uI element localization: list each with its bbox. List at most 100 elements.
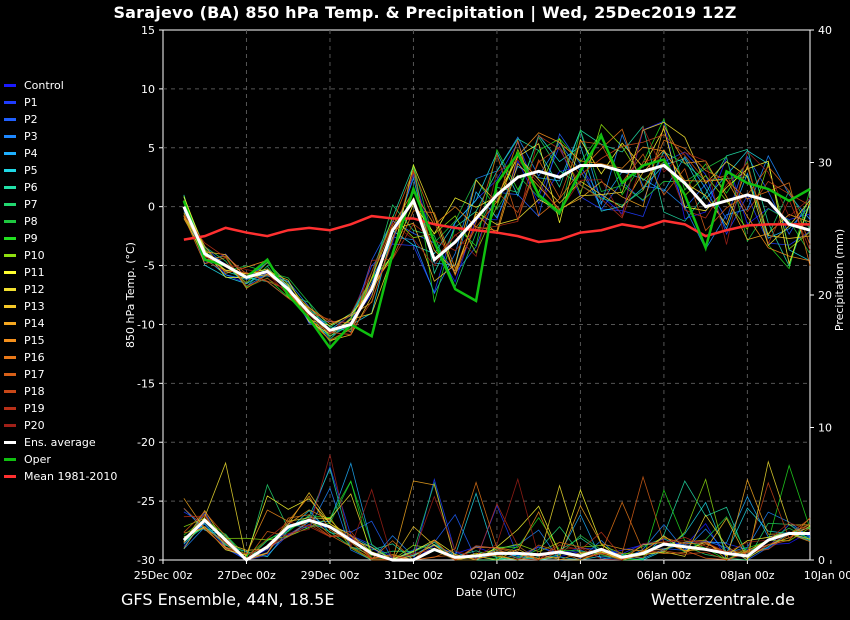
legend-label: P10 [24, 249, 45, 262]
legend-label: P12 [24, 283, 45, 296]
legend-label: Mean 1981-2010 [24, 470, 118, 483]
legend-item: P13 [4, 298, 117, 315]
legend-swatch [4, 305, 16, 308]
y-tick-label: -15 [137, 377, 155, 390]
legend-swatch [4, 441, 16, 444]
grid-lines [163, 30, 810, 560]
legend-item: P2 [4, 111, 117, 128]
member-temp-line [183, 128, 811, 340]
x-tick-label: 27Dec 00z [217, 569, 276, 582]
y-tick-label: -5 [144, 260, 155, 273]
y2-tick-label: 20 [818, 289, 832, 302]
legend-swatch [4, 135, 16, 138]
x-tick-label: 06Jan 00z [637, 569, 691, 582]
y-tick-label: -20 [137, 436, 155, 449]
legend-label: Oper [24, 453, 51, 466]
y2-axis-label: Precipitation (mm) [833, 229, 846, 331]
legend-swatch [4, 322, 16, 325]
y-axis-ticks: 15 10 5 0 -5 -10 -15 -20 -25 -30 [137, 24, 163, 567]
legend-swatch [4, 101, 16, 104]
model-info: GFS Ensemble, 44N, 18.5E [121, 590, 335, 609]
legend-label: P8 [24, 215, 38, 228]
legend-swatch [4, 271, 16, 274]
legend-swatch [4, 407, 16, 410]
legend-label: P4 [24, 147, 38, 160]
legend-swatch [4, 373, 16, 376]
legend-item: Ens. average [4, 434, 117, 451]
source-credit: Wetterzentrale.de [650, 590, 795, 609]
legend-label: P11 [24, 266, 45, 279]
legend-item: P5 [4, 162, 117, 179]
legend-label: P2 [24, 113, 38, 126]
y-tick-label: -30 [137, 554, 155, 567]
member-temp-line [183, 121, 811, 335]
series-lines [182, 133, 811, 562]
legend-label: P9 [24, 232, 38, 245]
legend-item: P12 [4, 281, 117, 298]
y-tick-label: 0 [148, 201, 155, 214]
plot-frame [162, 29, 811, 561]
legend-item: P11 [4, 264, 117, 281]
legend-label: P19 [24, 402, 45, 415]
chart-title: Sarajevo (BA) 850 hPa Temp. & Precipitat… [113, 3, 737, 22]
legend-swatch [4, 254, 16, 257]
legend-label: Ens. average [24, 436, 96, 449]
legend-swatch [4, 475, 16, 478]
y2-axis-ticks: 40 30 20 10 0 [810, 24, 832, 567]
member-precip-line [183, 478, 811, 561]
y-tick-label: 15 [141, 24, 155, 37]
series-line-oper [182, 133, 811, 351]
y-tick-label: -10 [137, 318, 155, 331]
member-temp-line [183, 135, 811, 336]
y2-tick-label: 30 [818, 157, 832, 170]
legend-label: P7 [24, 198, 38, 211]
legend-label: P17 [24, 368, 45, 381]
legend-item: P16 [4, 349, 117, 366]
legend-item: P20 [4, 417, 117, 434]
legend-item: P3 [4, 128, 117, 145]
y-axis-label: 850 hPa Temp. (°C) [124, 242, 137, 348]
legend-swatch [4, 152, 16, 155]
legend-item: P7 [4, 196, 117, 213]
legend-label: P13 [24, 300, 45, 313]
legend-item: P18 [4, 383, 117, 400]
member-temp-line [183, 149, 811, 342]
y2-tick-label: 0 [818, 554, 825, 567]
x-tick-label: 04Jan 00z [553, 569, 607, 582]
legend-label: P18 [24, 385, 45, 398]
legend-item: P19 [4, 400, 117, 417]
series-line-ens-average [182, 163, 811, 332]
x-axis-ticks: 25Dec 00z 27Dec 00z 29Dec 00z 31Dec 00z 02Ja… [134, 560, 850, 582]
legend-item: P6 [4, 179, 117, 196]
series-line-mean-1981-2010 [183, 214, 810, 244]
y-tick-label: 10 [141, 83, 155, 96]
legend-swatch [4, 169, 16, 172]
legend-swatch [4, 356, 16, 359]
legend-label: P5 [24, 164, 38, 177]
member-temp-line [183, 134, 811, 334]
x-tick-label: 25Dec 00z [134, 569, 193, 582]
legend-swatch [4, 288, 16, 291]
legend-item: P1 [4, 94, 117, 111]
x-axis-label: Date (UTC) [456, 586, 516, 599]
legend-item: P15 [4, 332, 117, 349]
y-tick-label: -25 [137, 495, 155, 508]
legend-swatch [4, 220, 16, 223]
legend-label: Control [24, 79, 64, 92]
member-precip-line [183, 502, 811, 561]
legend-item: P9 [4, 230, 117, 247]
member-temp-line [183, 134, 811, 337]
series-line-precip-ens-average [182, 518, 810, 562]
legend-swatch [4, 186, 16, 189]
x-tick-label: 31Dec 00z [384, 569, 443, 582]
x-tick-label: 29Dec 00z [301, 569, 360, 582]
y-tick-label: 5 [148, 142, 155, 155]
legend-swatch [4, 118, 16, 121]
x-tick-label: 10Jan 00z [804, 569, 850, 582]
legend-item: P4 [4, 145, 117, 162]
legend-label: P16 [24, 351, 45, 364]
member-temp-line [183, 129, 811, 331]
legend-item: P8 [4, 213, 117, 230]
legend-swatch [4, 458, 16, 461]
